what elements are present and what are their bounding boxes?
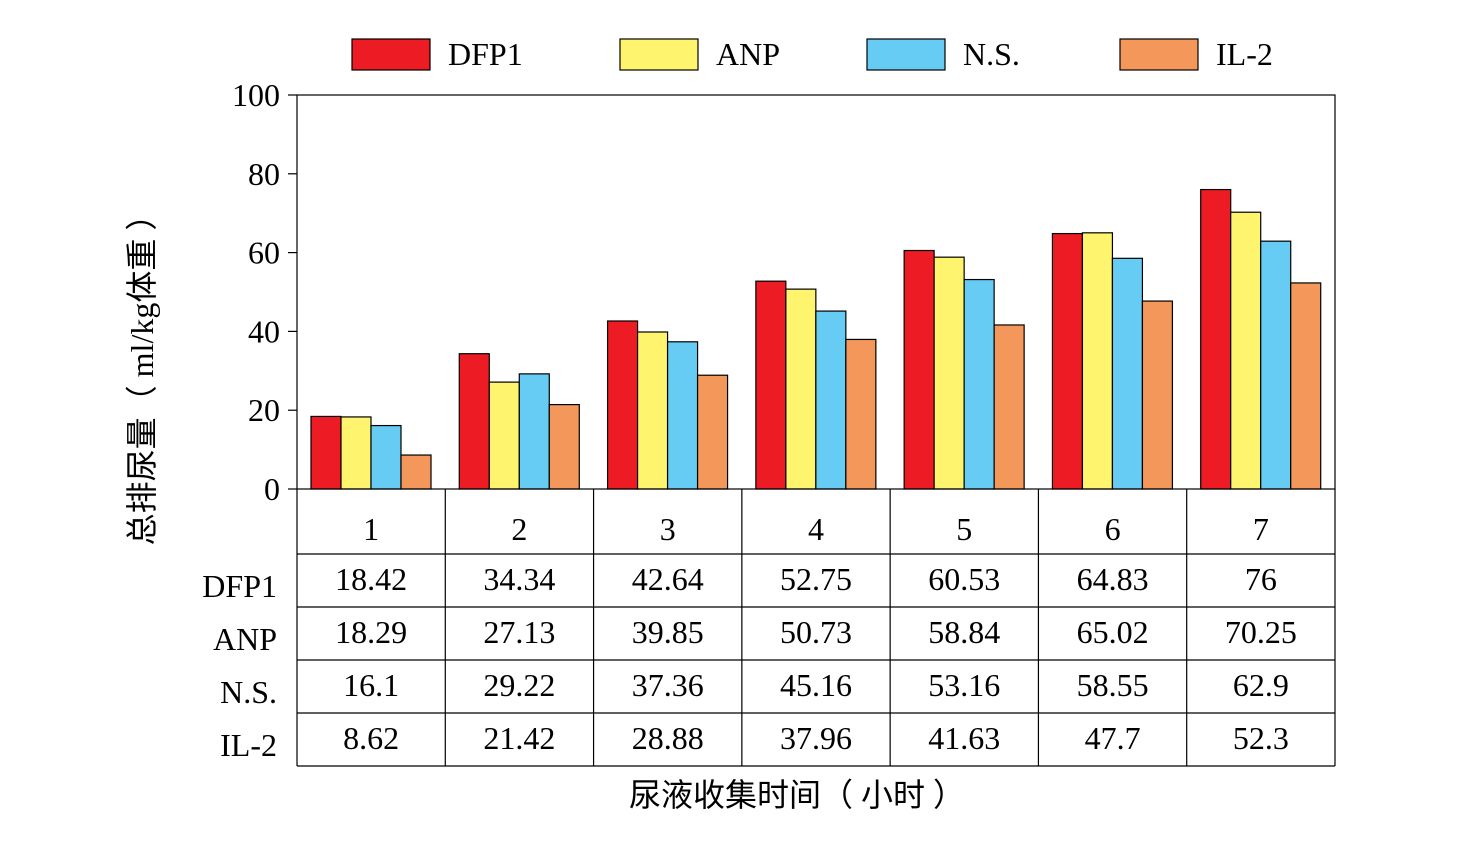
table-cell: 45.16 — [780, 667, 852, 703]
y-tick-label: 60 — [248, 235, 280, 271]
legend-item-n-s: N.S. — [866, 36, 1020, 72]
bar-il-2-6 — [1141, 300, 1174, 490]
bars — [310, 188, 1322, 490]
table-cell: 47.7 — [1085, 720, 1141, 756]
bar-anp-4 — [785, 288, 817, 490]
legend-label: ANP — [716, 36, 780, 72]
x-tick-label: 6 — [1105, 511, 1121, 547]
bar-dfp1-2 — [458, 353, 490, 490]
table-cell: 42.64 — [632, 561, 704, 597]
table-cell: 70.25 — [1225, 614, 1297, 650]
legend-swatch — [351, 38, 431, 71]
bar-il-2-2 — [548, 404, 580, 490]
table-cell: 37.96 — [780, 720, 852, 756]
table-cell: 29.22 — [483, 667, 555, 703]
table-cell: 16.1 — [343, 667, 399, 703]
table-cell: 41.63 — [928, 720, 1000, 756]
legend: DFP1 ANP N.S. IL-2 — [351, 36, 1273, 72]
legend-label: DFP1 — [448, 36, 523, 72]
bar-dfp1-6 — [1051, 232, 1084, 490]
bar-anp-6 — [1081, 232, 1114, 490]
table-row-label: ANP — [213, 621, 277, 657]
table-cell: 18.29 — [335, 614, 407, 650]
legend-item-anp: ANP — [619, 36, 780, 72]
bar-anp-5 — [933, 256, 965, 490]
x-tick-label: 2 — [511, 511, 527, 547]
plot-area: 0 20 40 60 80 100 — [232, 77, 1336, 507]
table-row-label: N.S. — [220, 674, 277, 710]
bar-dfp1-4 — [755, 280, 787, 490]
table-cell: 8.62 — [343, 720, 399, 756]
legend-swatch — [866, 38, 946, 71]
bar-n-s-7 — [1260, 240, 1292, 490]
bar-n-s-1 — [370, 424, 402, 490]
table-row-label: DFP1 — [202, 568, 277, 604]
bar-anp-2 — [488, 381, 520, 490]
bar-il-2-4 — [845, 338, 877, 490]
x-tick-label: 1 — [363, 511, 379, 547]
y-tick-label: 20 — [248, 392, 280, 428]
table-cell: 62.9 — [1233, 667, 1289, 703]
bar-dfp1-7 — [1200, 188, 1232, 490]
table-cell: 53.16 — [928, 667, 1000, 703]
table-cell: 27.13 — [483, 614, 555, 650]
y-tick-label: 100 — [232, 77, 280, 113]
y-tick-label: 40 — [248, 313, 280, 349]
bar-il-2-3 — [696, 374, 729, 490]
bar-il-2-7 — [1290, 282, 1322, 490]
table-cell: 52.3 — [1233, 720, 1289, 756]
x-tick-label: 3 — [660, 511, 676, 547]
table-cell: 18.42 — [335, 561, 407, 597]
bar-anp-3 — [636, 331, 669, 490]
table-cell: 50.73 — [780, 614, 852, 650]
bar-anp-7 — [1230, 211, 1262, 490]
table-cell: 60.53 — [928, 561, 1000, 597]
x-tick-label: 7 — [1253, 511, 1269, 547]
bar-n-s-2 — [518, 373, 550, 490]
bar-il-2-1 — [400, 454, 432, 490]
legend-item-il-2: IL-2 — [1119, 36, 1273, 72]
legend-label: N.S. — [963, 36, 1020, 72]
table-cell: 58.84 — [928, 614, 1000, 650]
axes: 0 20 40 60 80 100 — [232, 77, 1336, 507]
x-tick-label: 4 — [808, 511, 824, 547]
table-cell: 52.75 — [780, 561, 852, 597]
table-cell: 34.34 — [483, 561, 555, 597]
x-tick-label: 5 — [956, 511, 972, 547]
bar-dfp1-3 — [606, 320, 639, 490]
bar-n-s-3 — [666, 341, 699, 490]
bar-n-s-4 — [815, 310, 847, 490]
table-cell: 76 — [1245, 561, 1277, 597]
legend-swatch — [1119, 38, 1199, 71]
table-cell: 65.02 — [1077, 614, 1149, 650]
bar-anp-1 — [340, 416, 372, 490]
table-cell: 21.42 — [483, 720, 555, 756]
y-tick-label: 80 — [248, 156, 280, 192]
table-cell: 37.36 — [632, 667, 704, 703]
x-axis-label: 尿液收集时间（ 小时 ） — [629, 777, 965, 813]
bar-dfp1-1 — [310, 415, 342, 490]
table-cell: 28.88 — [632, 720, 704, 756]
data-table: 1 2 3 4 5 6 7 DFP1 18.42 34.34 42.64 52.75 60.53 64.8… — [202, 489, 1336, 767]
table-cell: 39.85 — [632, 614, 704, 650]
legend-label: IL-2 — [1216, 36, 1273, 72]
y-axis-label: 总排尿量（ ml/kg体重 ） — [124, 199, 160, 546]
y-tick-label: 0 — [264, 471, 280, 507]
bar-n-s-5 — [963, 278, 995, 490]
table-cell: 58.55 — [1077, 667, 1149, 703]
bar-il-2-5 — [993, 324, 1025, 490]
plot-frame — [296, 94, 1336, 490]
legend-item-dfp1: DFP1 — [351, 36, 523, 72]
table-row-label: IL-2 — [220, 727, 277, 763]
legend-swatch — [619, 38, 699, 71]
bar-dfp1-5 — [903, 249, 935, 490]
table-cell: 64.83 — [1077, 561, 1149, 597]
bar-n-s-6 — [1111, 257, 1144, 490]
